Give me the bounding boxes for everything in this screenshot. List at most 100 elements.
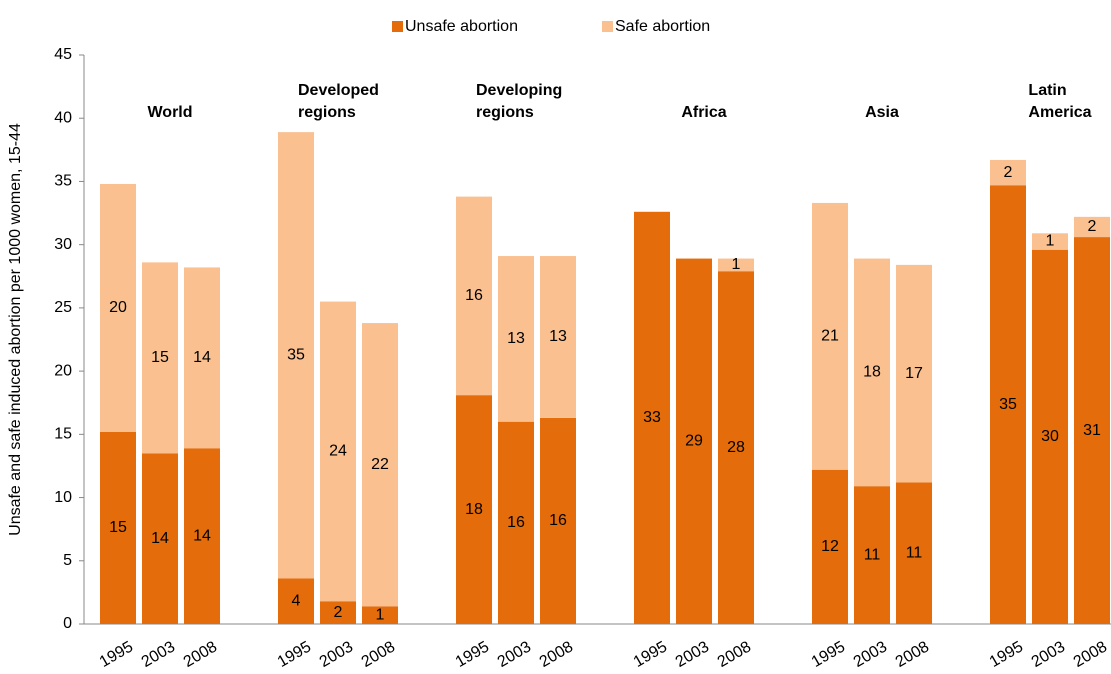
bar-segment [540,417,576,624]
data-label: 20 [109,299,127,316]
bar-segment [896,482,932,624]
data-label: 14 [193,527,211,544]
y-tick-label: 15 [54,426,72,443]
bar-segment [278,132,314,579]
data-label: 4 [292,592,301,609]
x-tick-label: 2003 [851,638,890,671]
data-label: 2 [334,604,343,621]
x-tick-label: 1995 [809,638,848,671]
data-label: 15 [109,519,127,536]
x-tick-label: 2008 [715,638,754,671]
bar-segment [896,264,932,483]
legend-label: Unsafe abortion [405,18,518,35]
bar-segment [498,421,534,624]
x-tick-label: 1995 [453,638,492,671]
x-tick-label: 2003 [1029,638,1068,671]
bar-segment [812,469,848,624]
data-label: 16 [507,514,525,531]
data-label: 33 [643,409,661,426]
bar-segment [990,185,1026,624]
data-label: 2 [1004,164,1013,181]
group-label: Developing regions [476,82,563,121]
legend-swatch [602,21,613,32]
x-tick-label: 2008 [359,638,398,671]
y-tick-label: 40 [54,109,72,126]
bar-segment [540,256,576,418]
y-axis-title: Unsafe and safe induced abortion per 100… [7,123,24,536]
bar-segment [990,159,1026,186]
bar-segment [498,256,534,422]
data-label: 35 [287,347,305,364]
bar-segment [320,301,356,602]
group-label: Africa [681,104,727,121]
data-label: 11 [864,546,881,563]
bar-segment [854,486,890,624]
data-label: 18 [863,364,881,381]
y-tick-label: 20 [54,362,72,379]
bar-segment [718,271,754,624]
y-tick-label: 45 [54,46,72,63]
data-label: 17 [905,365,923,382]
data-label: 18 [465,501,483,518]
data-label: 31 [1083,422,1101,439]
bar-segment [1032,249,1068,625]
y-tick-label: 25 [54,299,72,316]
group-label: World [147,104,193,121]
data-label: 35 [999,396,1017,413]
y-tick-label: 30 [54,236,72,253]
x-tick-label: 1995 [97,638,136,671]
data-label: 30 [1041,428,1059,445]
group-label: Developed regions [298,82,379,121]
x-tick-label: 1995 [631,638,670,671]
bar-segment [100,183,136,432]
y-tick-label: 0 [63,615,72,632]
data-label: 13 [507,330,525,347]
data-label: 11 [906,544,923,561]
bar-segment [320,601,356,624]
data-label: 1 [1046,233,1055,250]
y-tick-label: 5 [63,552,72,569]
data-label: 15 [151,349,169,366]
data-label: 21 [821,328,839,345]
x-tick-label: 2003 [139,638,178,671]
bar-segment [142,453,178,624]
data-label: 2 [1088,218,1097,235]
bar-segment [456,395,492,624]
y-tick-label: 35 [54,173,72,190]
data-label: 16 [465,287,483,304]
data-label: 16 [549,512,567,529]
bar-segment [718,258,754,272]
group-label: Asia [865,104,899,121]
data-label: 14 [151,530,169,547]
x-tick-label: 2008 [1071,638,1110,671]
bar-segment [676,258,712,624]
bar-segment [854,258,890,487]
x-tick-label: 2003 [317,638,356,671]
x-tick-label: 2003 [673,638,712,671]
bar-segment [278,578,314,624]
bar-segment [142,262,178,454]
data-label: 28 [727,439,745,456]
data-label: 22 [371,456,389,473]
bar-segment [184,267,220,449]
bar-segment [456,196,492,396]
x-tick-label: 1995 [987,638,1026,671]
x-tick-label: 2008 [537,638,576,671]
bar-segment [1032,233,1068,250]
bar-segment [362,606,398,624]
legend-swatch [392,21,403,32]
x-tick-label: 2008 [181,638,220,671]
bar-segment [1074,216,1110,238]
legend-label: Safe abortion [615,18,710,35]
data-label: 1 [732,256,741,273]
bar-segment [634,211,670,624]
x-tick-label: 2008 [893,638,932,671]
bar-segment [362,323,398,607]
data-label: 24 [329,443,347,460]
data-label: 1 [376,606,385,623]
x-tick-label: 2003 [495,638,534,671]
data-label: 13 [549,328,567,345]
group-label: Latin America [1028,82,1092,121]
